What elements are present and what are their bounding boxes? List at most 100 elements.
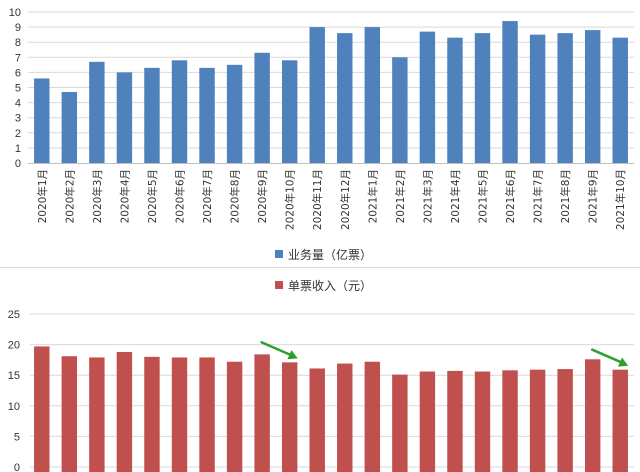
top-bar xyxy=(364,27,381,163)
top-x-tick-label: 2021年8月 xyxy=(559,169,572,223)
top-y-tick-label: 3 xyxy=(15,113,21,125)
top-bar xyxy=(502,21,518,164)
top-bar xyxy=(529,34,546,164)
bottom-bar xyxy=(337,363,353,472)
top-bar xyxy=(419,31,436,163)
bottom-bar xyxy=(116,351,133,472)
bottom-bars xyxy=(34,346,628,472)
top-x-tick-label: 2021年9月 xyxy=(587,169,600,223)
bottom-bar xyxy=(34,346,50,472)
bottom-bar xyxy=(447,370,463,472)
bottom-y-tick-label: 10 xyxy=(8,401,20,413)
top-y-tick-label: 1 xyxy=(15,143,21,155)
annotation-arrow-shaft xyxy=(590,348,624,364)
bottom-bar xyxy=(171,357,188,472)
bottom-bar xyxy=(392,374,408,472)
bottom-bar xyxy=(144,356,160,472)
top-legend: 业务量（亿票） xyxy=(275,247,372,262)
top-y-tick-label: 7 xyxy=(15,52,21,64)
top-bar xyxy=(281,60,298,163)
top-bars xyxy=(34,21,628,164)
top-y-tick-label: 4 xyxy=(15,98,21,110)
top-x-tick-label: 2020年4月 xyxy=(118,169,131,223)
top-x-tick-label: 2021年7月 xyxy=(532,169,545,223)
bottom-bar xyxy=(557,369,573,472)
top-bar xyxy=(144,67,160,163)
top-x-tick-label: 2020年2月 xyxy=(63,169,76,223)
annotation-arrow-head xyxy=(287,350,298,360)
top-bar xyxy=(61,92,78,163)
top-x-tick-label: 2020年1月 xyxy=(36,169,49,223)
bottom-bar xyxy=(612,369,628,472)
top-x-tick-label: 2021年1月 xyxy=(366,169,379,223)
top-bar xyxy=(474,33,491,163)
bottom-y-tick-label: 0 xyxy=(14,462,20,472)
top-bar xyxy=(584,30,601,164)
top-bar xyxy=(171,60,188,163)
bottom-bar xyxy=(89,357,105,472)
top-x-tick-label: 2020年6月 xyxy=(174,169,187,223)
unit-revenue-chart: 单票收入（元） 0 5 10 15 20 25 xyxy=(8,279,634,472)
bottom-bar xyxy=(364,361,381,472)
top-x-axis-ticks: 2020年1月 2020年2月 2020年3月 2020年4月 2020年5月 2020年… xyxy=(36,169,627,230)
top-bar xyxy=(447,37,463,163)
bottom-y-tick-label: 5 xyxy=(14,431,20,443)
bottom-annotations xyxy=(260,341,629,367)
annotation-arrow xyxy=(590,348,629,367)
bottom-bar xyxy=(502,370,518,472)
top-x-tick-label: 2021年3月 xyxy=(421,169,434,223)
bottom-bar xyxy=(199,357,215,472)
top-legend-swatch xyxy=(275,250,283,258)
top-x-tick-label: 2020年10月 xyxy=(284,169,297,230)
top-x-tick-label: 2020年9月 xyxy=(256,169,269,223)
top-y-axis-ticks: 0 1 2 3 4 5 6 7 8 9 10 xyxy=(9,7,21,170)
top-x-tick-label: 2021年2月 xyxy=(394,169,407,223)
top-x-tick-label: 2021年10月 xyxy=(614,169,627,230)
top-x-tick-label: 2020年11月 xyxy=(311,169,324,230)
bottom-y-tick-label: 15 xyxy=(8,370,20,382)
top-bar xyxy=(89,61,105,163)
top-y-tick-label: 10 xyxy=(9,7,21,19)
top-bar xyxy=(116,72,133,163)
top-legend-label: 业务量（亿票） xyxy=(288,247,372,262)
top-y-tick-label: 6 xyxy=(15,67,21,79)
bottom-y-axis-ticks: 0 5 10 15 20 25 xyxy=(8,309,20,472)
top-bar xyxy=(557,33,573,163)
bottom-bar xyxy=(474,371,491,472)
top-y-tick-label: 2 xyxy=(15,128,21,140)
bottom-bar xyxy=(254,354,270,472)
top-y-tick-label: 0 xyxy=(15,158,21,170)
top-x-tick-label: 2021年4月 xyxy=(449,169,462,223)
top-x-tick-label: 2020年8月 xyxy=(229,169,242,223)
business-volume-chart: 0 1 2 3 4 5 6 7 8 9 10 2020年1月 2020年2月 2020年3月 2020年4… xyxy=(9,7,634,262)
bottom-bar xyxy=(281,362,298,472)
top-bar xyxy=(226,64,243,163)
bottom-bar xyxy=(309,368,325,472)
bottom-legend-label: 单票收入（元） xyxy=(288,279,372,293)
top-bar xyxy=(612,37,628,163)
top-x-tick-label: 2021年6月 xyxy=(504,169,517,223)
top-x-tick-label: 2020年12月 xyxy=(339,169,352,230)
top-bar xyxy=(337,33,353,163)
top-y-tick-label: 8 xyxy=(15,37,21,49)
bottom-bar xyxy=(529,369,546,472)
top-bar xyxy=(199,67,215,163)
bottom-bar xyxy=(61,356,78,472)
annotation-arrow-head xyxy=(617,357,629,367)
bottom-legend: 单票收入（元） xyxy=(275,279,372,293)
top-bar xyxy=(34,78,50,163)
top-bar xyxy=(392,57,408,163)
bottom-bar xyxy=(584,359,601,472)
bottom-bar xyxy=(226,361,243,472)
top-x-tick-label: 2021年5月 xyxy=(477,169,490,223)
top-bar xyxy=(254,52,270,163)
bottom-legend-swatch xyxy=(275,281,283,289)
bottom-bar xyxy=(419,371,436,472)
top-y-tick-label: 9 xyxy=(15,22,21,34)
bottom-y-tick-label: 20 xyxy=(8,340,20,352)
top-x-tick-label: 2020年3月 xyxy=(91,169,104,223)
top-bar xyxy=(309,27,325,163)
top-y-tick-label: 5 xyxy=(15,83,21,95)
top-x-tick-label: 2020年5月 xyxy=(146,169,159,223)
